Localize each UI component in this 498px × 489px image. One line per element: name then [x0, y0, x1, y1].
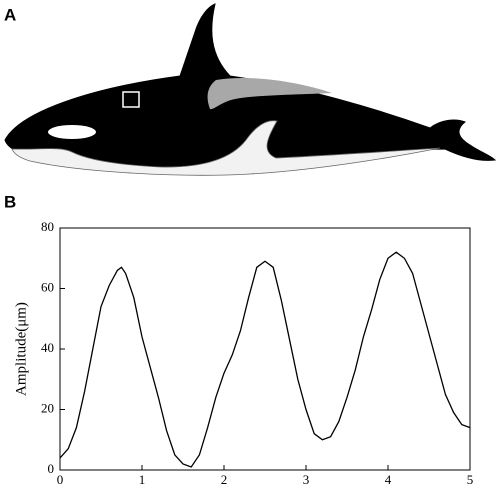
x-tick-label: 5	[467, 472, 474, 487]
orca-saddle	[207, 77, 332, 110]
panel-label: A	[4, 5, 16, 24]
x-tick-label: 1	[139, 472, 146, 487]
x-tick-label: 3	[303, 472, 310, 487]
orca-eye-patch	[48, 125, 96, 139]
data-line	[59, 251, 471, 468]
plot-frame	[59, 227, 471, 471]
y-tick-label: 40	[41, 340, 54, 355]
y-tick-label: 0	[48, 461, 55, 476]
panel-label: B	[4, 192, 16, 211]
x-tick-label: 2	[221, 472, 228, 487]
y-tick-label: 60	[41, 279, 54, 294]
orca-belly	[11, 120, 441, 176]
sample-region	[122, 91, 140, 108]
x-tick-label: 4	[385, 472, 392, 487]
y-tick-label: 80	[41, 219, 54, 234]
y-axis-label: Amplitude(μm)	[13, 302, 29, 396]
x-tick-label: 0	[57, 472, 64, 487]
orca-illustration	[4, 3, 497, 176]
y-tick-label: 20	[41, 400, 54, 415]
